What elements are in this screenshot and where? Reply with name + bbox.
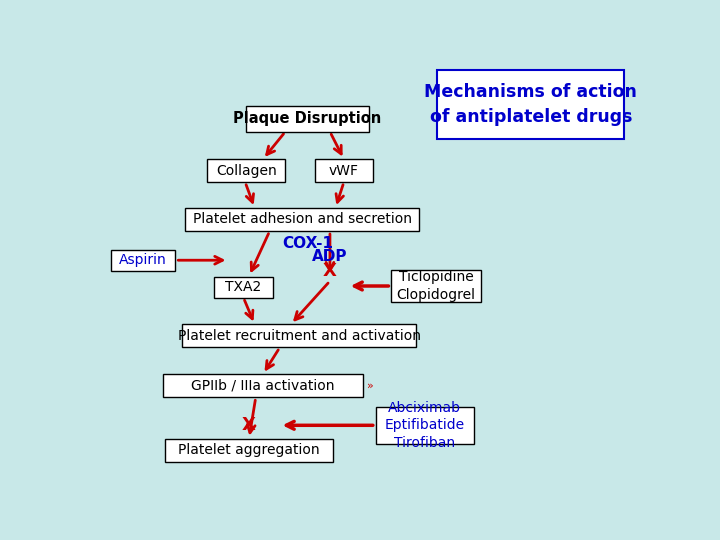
Text: Abciximab
Eptifibatide
Tirofiban: Abciximab Eptifibatide Tirofiban: [384, 401, 465, 450]
FancyBboxPatch shape: [315, 159, 373, 183]
Text: Platelet recruitment and activation: Platelet recruitment and activation: [178, 329, 420, 343]
Text: TXA2: TXA2: [225, 280, 261, 294]
Text: X: X: [323, 261, 337, 280]
FancyBboxPatch shape: [214, 277, 273, 298]
Text: COX-1: COX-1: [282, 236, 333, 251]
FancyBboxPatch shape: [166, 439, 333, 462]
FancyBboxPatch shape: [163, 374, 364, 397]
FancyBboxPatch shape: [185, 208, 419, 231]
FancyBboxPatch shape: [182, 325, 416, 347]
Text: Collagen: Collagen: [216, 164, 276, 178]
FancyBboxPatch shape: [207, 159, 285, 183]
Text: Platelet adhesion and secretion: Platelet adhesion and secretion: [192, 212, 412, 226]
FancyBboxPatch shape: [392, 271, 481, 302]
FancyBboxPatch shape: [437, 70, 624, 139]
Text: Mechanisms of action
of antiplatelet drugs: Mechanisms of action of antiplatelet dru…: [424, 83, 637, 126]
Text: Platelet aggregation: Platelet aggregation: [179, 443, 320, 457]
Text: vWF: vWF: [329, 164, 359, 178]
Text: Aspirin: Aspirin: [119, 253, 167, 267]
Text: GPIIb / IIIa activation: GPIIb / IIIa activation: [192, 379, 335, 393]
FancyBboxPatch shape: [376, 407, 474, 444]
Text: ADP: ADP: [312, 248, 348, 264]
FancyBboxPatch shape: [111, 250, 175, 271]
FancyBboxPatch shape: [246, 106, 369, 132]
Text: X: X: [242, 416, 256, 434]
Text: Ticlopidine
Clopidogrel: Ticlopidine Clopidogrel: [397, 271, 475, 302]
Text: »: »: [366, 381, 374, 391]
Text: Plaque Disruption: Plaque Disruption: [233, 111, 382, 126]
